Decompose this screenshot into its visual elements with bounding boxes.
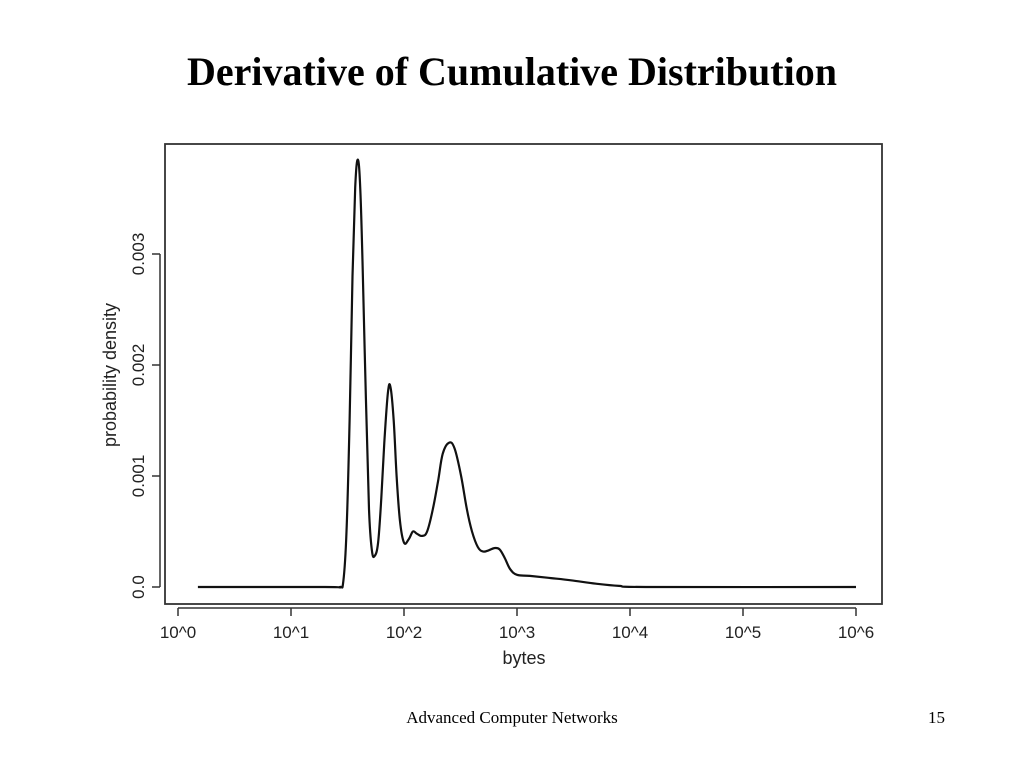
x-tick-label: 10^0 — [160, 623, 196, 642]
x-tick-label: 10^3 — [499, 623, 535, 642]
y-tick-label: 0.001 — [129, 455, 148, 498]
y-tick-label: 0.003 — [129, 233, 148, 276]
y-axis-label: probability density — [100, 303, 120, 447]
density-curve — [197, 158, 857, 589]
x-tick-label: 10^5 — [725, 623, 761, 642]
plot-frame — [164, 143, 883, 605]
y-tick-label: 0.0 — [129, 575, 148, 599]
page-number: 15 — [928, 708, 945, 727]
slide-title: Derivative of Cumulative Distribution — [187, 49, 837, 94]
y-tick-label: 0.002 — [129, 344, 148, 387]
x-axis-label: bytes — [502, 648, 545, 668]
x-tick-label: 10^1 — [273, 623, 309, 642]
x-tick-label: 10^6 — [838, 623, 874, 642]
x-tick-label: 10^4 — [612, 623, 648, 642]
y-axis: 0.0 0.001 0.002 0.003 — [129, 233, 161, 599]
x-axis: 10^0 10^1 10^2 10^3 10^4 10^5 10^6 — [160, 607, 874, 642]
footer-course-name: Advanced Computer Networks — [406, 708, 618, 727]
x-tick-label: 10^2 — [386, 623, 422, 642]
